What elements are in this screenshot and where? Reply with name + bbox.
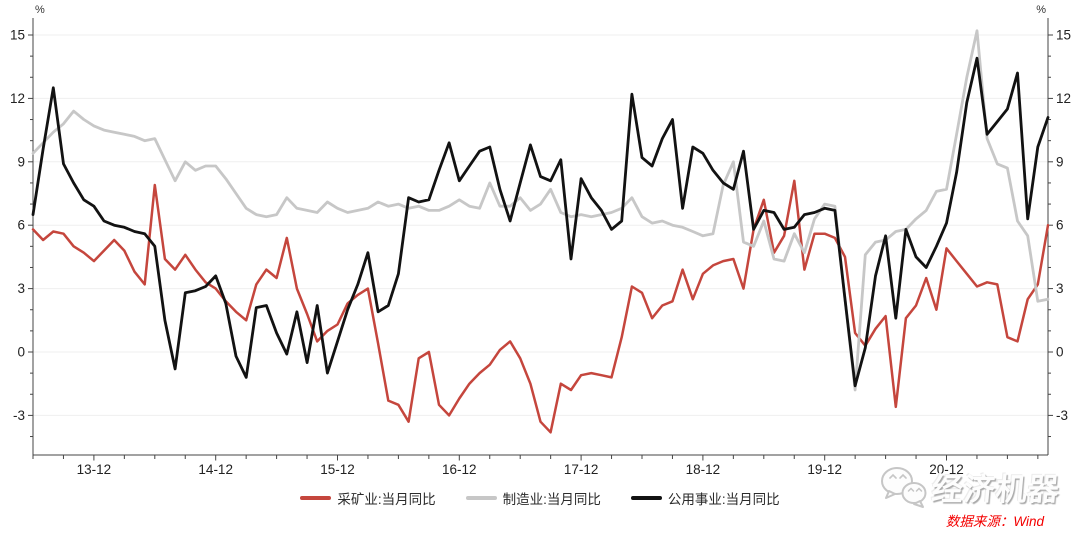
legend-label-mining: 采矿业:当月同比 <box>337 492 436 507</box>
legend-item-manufacturing: 制造业:当月同比 <box>465 488 601 508</box>
legend: 采矿业:当月同比 制造业:当月同比 公用事业:当月同比 <box>0 488 1080 508</box>
legend-item-mining: 采矿业:当月同比 <box>300 488 436 508</box>
y-tick-label-right: 3 <box>1056 281 1064 296</box>
x-tick-label: 17-12 <box>564 462 599 477</box>
y-tick-label-right: 9 <box>1056 154 1064 169</box>
legend-item-utilities: 公用事业:当月同比 <box>630 488 780 508</box>
x-tick-label: 13-12 <box>77 462 112 477</box>
y-tick-label-left: 12 <box>10 91 25 106</box>
y-tick-label-left: 6 <box>17 218 25 233</box>
legend-label-manufacturing: 制造业:当月同比 <box>502 492 601 507</box>
data-source-note: 数据来源：Wind <box>945 514 1044 529</box>
x-tick-label: 19-12 <box>807 462 842 477</box>
series-line-manufacturing <box>31 29 1050 392</box>
series-line-utilities <box>31 56 1050 388</box>
legend-label-utilities: 公用事业:当月同比 <box>667 492 780 507</box>
y-tick-label-right: 12 <box>1056 91 1071 106</box>
y-tick-label-right: -3 <box>1056 408 1068 423</box>
y-tick-label-left: 3 <box>17 281 25 296</box>
legend-swatch-utilities <box>630 496 662 500</box>
y-tick-label-left: 15 <box>10 28 25 43</box>
y-tick-label-left: 9 <box>17 154 25 169</box>
y-axis-unit-right: % <box>1036 4 1046 16</box>
y-tick-label-left: -3 <box>13 408 25 423</box>
legend-swatch-mining <box>300 496 332 500</box>
x-tick-label: 14-12 <box>198 462 233 477</box>
x-tick-label: 15-12 <box>320 462 355 477</box>
y-tick-label-right: 6 <box>1056 218 1064 233</box>
legend-swatch-manufacturing <box>465 496 497 500</box>
x-tick-label: 18-12 <box>686 462 721 477</box>
y-axis-unit-left: % <box>35 4 45 16</box>
series-line-mining <box>31 179 1050 434</box>
y-tick-label-left: 0 <box>17 345 25 360</box>
x-tick-label: 16-12 <box>442 462 477 477</box>
x-tick-label: 20-12 <box>929 462 964 477</box>
y-tick-label-right: 0 <box>1056 345 1064 360</box>
y-tick-label-right: 15 <box>1056 28 1071 43</box>
